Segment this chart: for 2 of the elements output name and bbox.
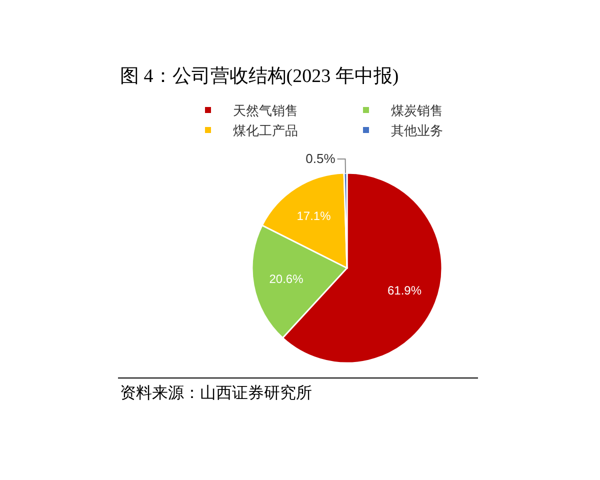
title: 图 4：公司营收结构(2023 年中报) <box>120 66 399 87</box>
annotation: 资料来源：山西证券研究所 <box>120 385 312 402</box>
